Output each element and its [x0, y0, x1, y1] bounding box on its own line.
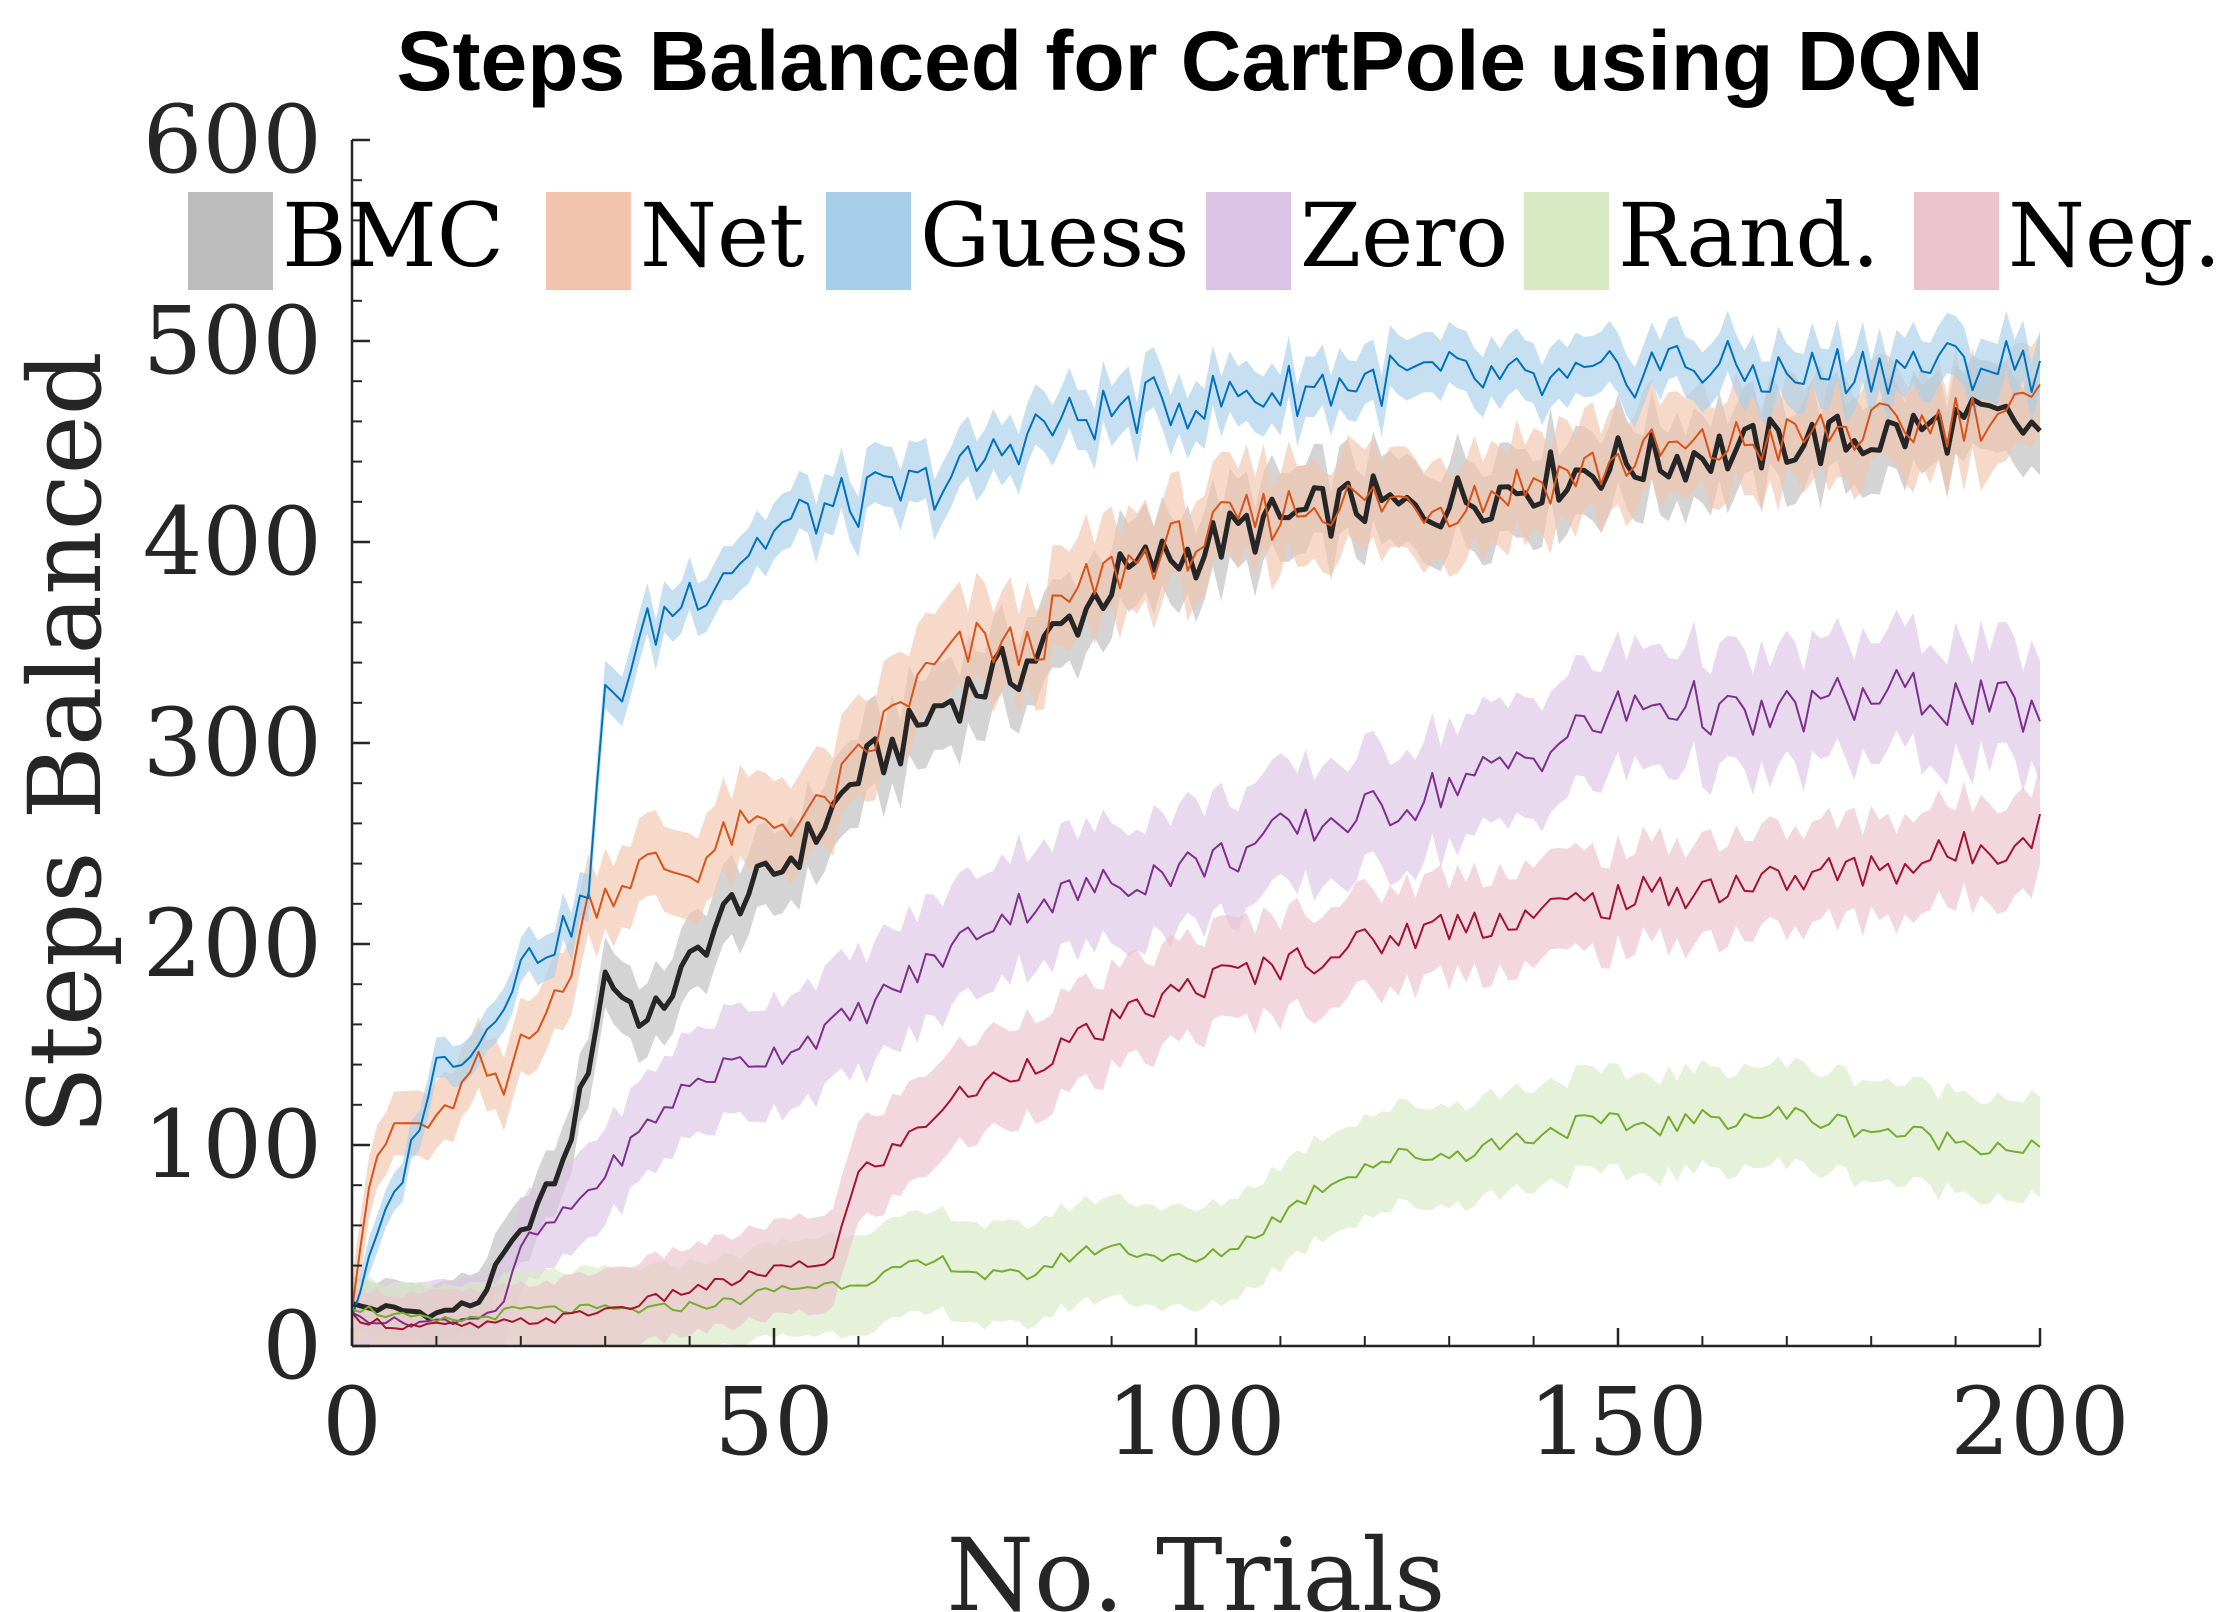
legend-label: Rand. [1618, 184, 1880, 287]
legend-swatch [188, 192, 273, 290]
y-tick-labels: 0 100 200 300 400 500 600 [143, 86, 370, 1401]
legend-label: BMC [282, 184, 504, 287]
band-neg [352, 763, 2040, 1346]
y-tick-label: 300 [143, 689, 322, 798]
legend-swatch [1914, 192, 1999, 290]
y-tick-label: 0 [262, 1292, 322, 1401]
legend-label: Guess [920, 184, 1189, 287]
y-tick-label: 500 [143, 287, 322, 396]
legend-swatch [546, 192, 631, 290]
y-axis-label: Steps Balanced [7, 351, 124, 1134]
x-tick-label: 50 [714, 1368, 834, 1477]
plot-area [351, 140, 2042, 1347]
legend-item-zero: Zero [1206, 184, 1508, 290]
legend-swatch [1524, 192, 1609, 290]
legend-item-net: Net [546, 184, 804, 290]
legend-label: Net [640, 184, 804, 287]
axes: 0 50 100 150 200 0 100 200 300 400 500 600 [143, 86, 2130, 1477]
series-lines [351, 340, 2042, 1331]
x-tick-label: 200 [1950, 1368, 2129, 1477]
legend-label: Zero [1300, 184, 1508, 287]
legend: BMC Net Guess Zero Rand. Neg. [188, 184, 2221, 290]
legend-item-guess: Guess [826, 184, 1189, 290]
legend-label: Neg. [2008, 184, 2221, 287]
legend-item-rand: Rand. [1524, 184, 1880, 290]
y-tick-label: 600 [143, 86, 322, 195]
legend-swatch [826, 192, 911, 290]
legend-swatch [1206, 192, 1291, 290]
series-line-neg [351, 813, 2041, 1331]
legend-item-bmc: BMC [188, 184, 504, 290]
x-tick-labels: 0 50 100 150 200 [322, 1328, 2130, 1477]
y-tick-label: 100 [143, 1091, 322, 1200]
chart-title: Steps Balanced for CartPole using DQN [397, 14, 1984, 108]
x-tick-label: 0 [322, 1368, 382, 1477]
x-axis-label: No. Trials [947, 1517, 1446, 1612]
x-tick-label: 150 [1528, 1368, 1707, 1477]
legend-item-neg: Neg. [1914, 184, 2221, 290]
series-line-guess [351, 340, 2041, 1318]
series-line-rand [351, 1105, 2041, 1323]
series-line-zero [351, 668, 2041, 1328]
series-line-net [351, 383, 2041, 1311]
y-tick-label: 400 [143, 488, 322, 597]
y-tick-label: 200 [143, 890, 322, 999]
band-net [352, 334, 2040, 1341]
x-tick-label: 100 [1106, 1368, 1285, 1477]
